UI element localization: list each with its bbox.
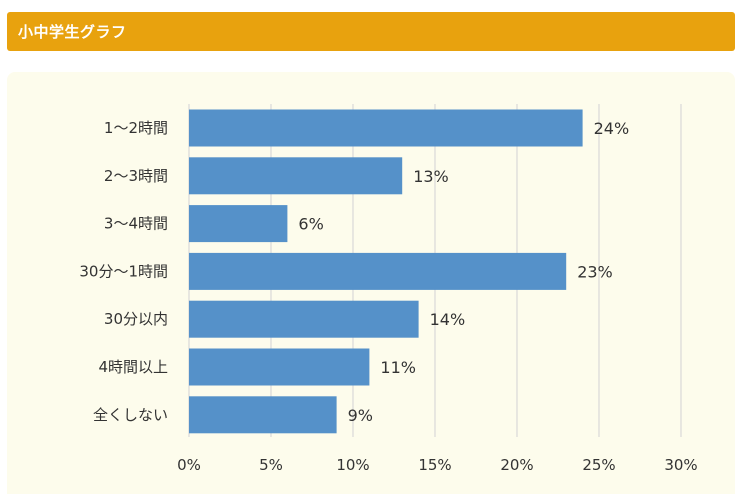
bar (189, 252, 567, 290)
x-tick-label: 20% (500, 456, 533, 474)
category-label: 30分～1時間 (79, 262, 168, 280)
data-label: 6% (298, 215, 323, 234)
bar (189, 300, 419, 338)
page-title: 小中学生グラフ (18, 23, 127, 41)
x-tick-label: 25% (582, 456, 615, 474)
x-tick-label: 30% (664, 456, 697, 474)
category-label: 30分以内 (104, 310, 168, 328)
category-label: 1～2時間 (104, 119, 168, 137)
x-tick-label: 0% (177, 456, 201, 474)
data-label: 14% (430, 310, 466, 329)
x-tick-label: 5% (259, 456, 283, 474)
category-label: 4時間以上 (98, 358, 168, 376)
data-label: 11% (380, 358, 416, 377)
data-label: 24% (594, 119, 630, 138)
bar (189, 157, 403, 195)
bar (189, 205, 288, 243)
x-tick-label: 15% (418, 456, 451, 474)
bar (189, 396, 337, 434)
x-tick-label: 10% (336, 456, 369, 474)
category-label: 全くしない (93, 406, 168, 424)
category-label: 2～3時間 (104, 167, 168, 185)
category-label: 3～4時間 (104, 215, 168, 233)
data-label: 9% (348, 406, 373, 425)
bar (189, 109, 583, 147)
data-label: 13% (413, 167, 449, 186)
page-header: 小中学生グラフ (7, 12, 735, 51)
data-label: 23% (577, 262, 613, 281)
bar (189, 348, 370, 386)
